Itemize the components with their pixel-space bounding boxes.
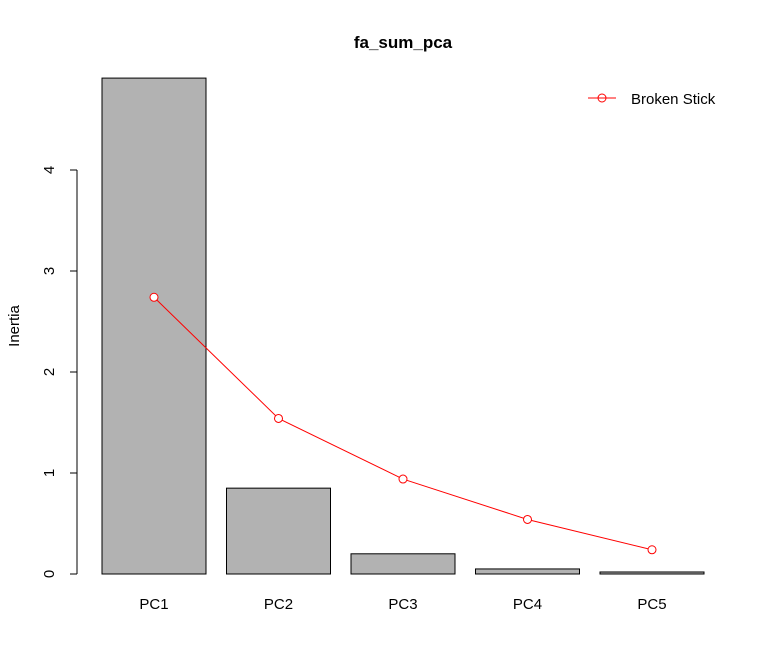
bar-pc2: [226, 487, 331, 575]
x-tick-label-pc3: PC3: [388, 596, 417, 613]
x-tick-label-pc2: PC2: [264, 596, 293, 613]
y-tick-label-3: 3: [41, 267, 58, 275]
y-tick-label-1: 1: [41, 469, 58, 477]
y-tick-label-2: 2: [41, 368, 58, 376]
bar-pc5: [599, 571, 705, 575]
broken-stick-point-pc2: [274, 413, 283, 423]
x-tick-label-pc1: PC1: [139, 596, 168, 613]
y-axis: 0 1 2 3 4: [41, 166, 78, 578]
y-tick-label-0: 0: [41, 570, 58, 578]
bar-pc4: [475, 568, 580, 575]
legend-marker-swatch: [597, 93, 607, 103]
x-tick-labels: PC1 PC2 PC3 PC4 PC5: [139, 596, 666, 613]
x-tick-label-pc4: PC4: [513, 596, 542, 613]
legend: Broken Stick: [588, 91, 716, 108]
bar-pc3: [350, 553, 456, 575]
y-axis-label: Inertia: [6, 305, 23, 347]
broken-stick-point-pc3: [398, 474, 408, 484]
chart-title: fa_sum_pca: [354, 33, 453, 52]
bars: [101, 77, 705, 575]
broken-stick-point-pc4: [523, 514, 532, 524]
broken-stick-series: [149, 292, 657, 555]
broken-stick-point-pc1: [149, 292, 159, 302]
legend-label: Broken Stick: [631, 91, 716, 108]
x-tick-label-pc5: PC5: [637, 596, 666, 613]
broken-stick-point-pc5: [647, 545, 657, 555]
bar-pc1: [101, 77, 207, 575]
y-tick-label-4: 4: [41, 166, 58, 174]
